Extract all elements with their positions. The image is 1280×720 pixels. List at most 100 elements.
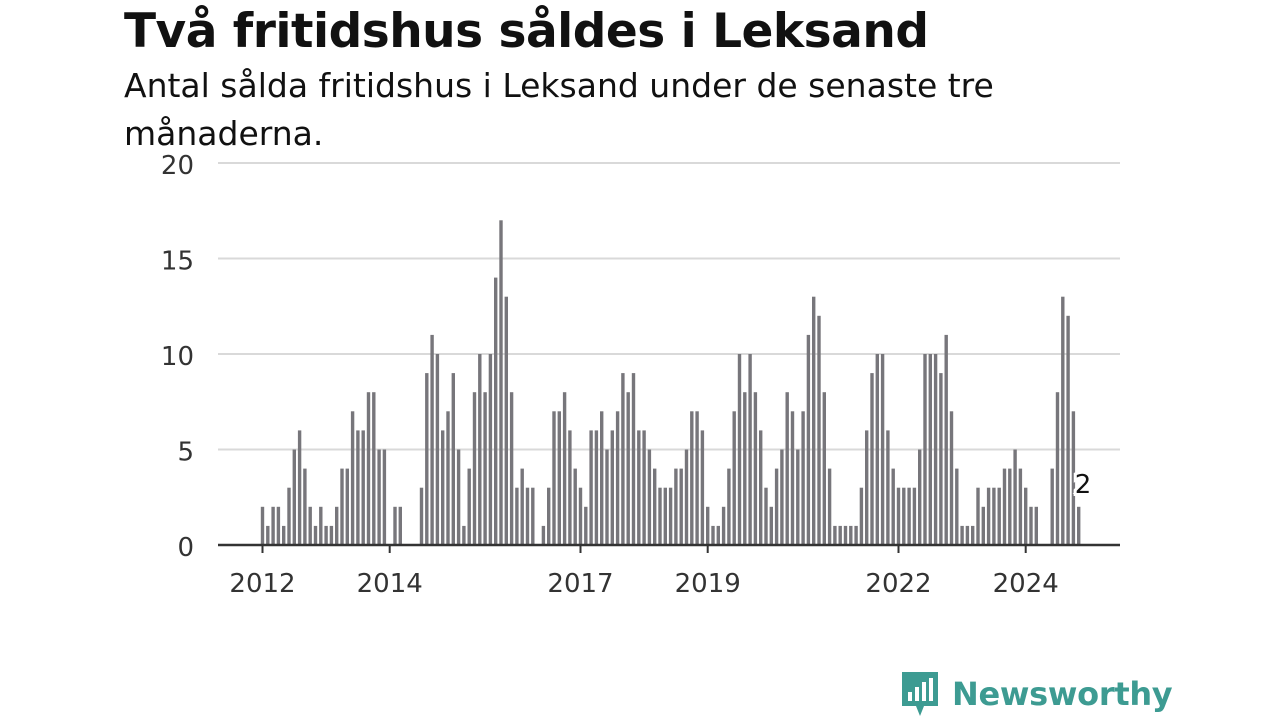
chart-title: Två fritidshus såldes i Leksand bbox=[124, 4, 929, 59]
bar bbox=[547, 487, 551, 545]
bar bbox=[419, 487, 424, 545]
bar bbox=[663, 487, 667, 545]
bar bbox=[912, 487, 917, 545]
bar bbox=[769, 506, 773, 545]
bar bbox=[260, 506, 265, 545]
bar bbox=[557, 411, 561, 545]
bar bbox=[939, 373, 943, 545]
brand-logo: Newsworthy bbox=[900, 670, 1173, 718]
bar bbox=[923, 354, 927, 545]
bar bbox=[520, 468, 524, 545]
bar bbox=[578, 487, 583, 545]
bar bbox=[955, 468, 959, 545]
newsworthy-logo-icon bbox=[902, 672, 938, 716]
bar bbox=[345, 468, 349, 545]
bar bbox=[859, 487, 864, 545]
bar bbox=[668, 487, 673, 545]
bar bbox=[695, 411, 699, 545]
x-tick-label: 2022 bbox=[865, 569, 931, 599]
bar bbox=[324, 525, 328, 545]
bar bbox=[541, 525, 546, 545]
bar bbox=[706, 506, 710, 545]
bar bbox=[425, 373, 429, 545]
bar bbox=[451, 373, 455, 545]
x-tick-label: 2019 bbox=[675, 569, 741, 599]
bar bbox=[737, 354, 742, 545]
x-tick-label: 2014 bbox=[357, 569, 423, 599]
bar bbox=[488, 354, 493, 545]
bar bbox=[801, 411, 805, 545]
bar bbox=[382, 449, 387, 545]
bar bbox=[335, 506, 339, 545]
bar bbox=[827, 468, 832, 545]
bar bbox=[1055, 392, 1060, 545]
bar bbox=[504, 296, 508, 545]
bar bbox=[319, 506, 323, 545]
bar bbox=[467, 468, 471, 545]
bar bbox=[928, 354, 932, 545]
bar bbox=[727, 468, 731, 545]
bar bbox=[849, 525, 853, 545]
bar bbox=[366, 392, 371, 545]
bar bbox=[674, 468, 678, 545]
bar bbox=[1008, 468, 1012, 545]
axes bbox=[218, 543, 1120, 553]
bar bbox=[997, 487, 1001, 545]
bar bbox=[721, 506, 726, 545]
bar bbox=[292, 449, 296, 545]
bar bbox=[716, 525, 720, 545]
bar bbox=[393, 506, 397, 545]
bar bbox=[838, 525, 842, 545]
bar bbox=[329, 525, 334, 545]
bar bbox=[679, 468, 683, 545]
bar bbox=[1013, 449, 1017, 545]
bar bbox=[509, 392, 514, 545]
bar bbox=[1050, 468, 1054, 545]
bar bbox=[690, 411, 694, 545]
bar bbox=[287, 487, 291, 545]
bar bbox=[446, 411, 450, 545]
bar bbox=[356, 430, 360, 545]
bar bbox=[960, 525, 964, 545]
bar bbox=[594, 430, 599, 545]
bar bbox=[933, 354, 938, 545]
bar bbox=[780, 449, 784, 545]
bar bbox=[372, 392, 376, 545]
bar bbox=[981, 506, 985, 545]
bar bbox=[753, 392, 758, 545]
bar bbox=[774, 468, 779, 545]
bar bbox=[313, 525, 318, 545]
chart-subtitle: Antal sålda fritidshus i Leksand under d… bbox=[124, 66, 994, 153]
bar bbox=[976, 487, 980, 545]
bar bbox=[949, 411, 954, 545]
bar bbox=[361, 430, 365, 545]
bar bbox=[441, 430, 445, 545]
bar bbox=[462, 525, 466, 545]
bar bbox=[790, 411, 795, 545]
bar bbox=[1077, 506, 1081, 545]
y-tick-label: 5 bbox=[177, 438, 194, 468]
bar bbox=[631, 373, 636, 545]
bar bbox=[965, 525, 970, 545]
bar bbox=[854, 525, 858, 545]
bar bbox=[610, 430, 614, 545]
bar bbox=[478, 354, 482, 545]
bar bbox=[817, 315, 821, 545]
bar bbox=[303, 468, 307, 545]
bar bbox=[907, 487, 911, 545]
highlight-value-label: 2 bbox=[1075, 470, 1092, 500]
bar bbox=[711, 525, 715, 545]
bar bbox=[992, 487, 996, 545]
bar bbox=[515, 487, 519, 545]
bar bbox=[308, 506, 312, 545]
bar bbox=[653, 468, 657, 545]
bar bbox=[642, 430, 646, 545]
bar bbox=[637, 430, 641, 545]
bar bbox=[880, 354, 885, 545]
bar bbox=[483, 392, 487, 545]
y-tick-label: 20 bbox=[161, 151, 194, 181]
bar bbox=[605, 449, 609, 545]
bar bbox=[796, 449, 800, 545]
bar bbox=[812, 296, 816, 545]
